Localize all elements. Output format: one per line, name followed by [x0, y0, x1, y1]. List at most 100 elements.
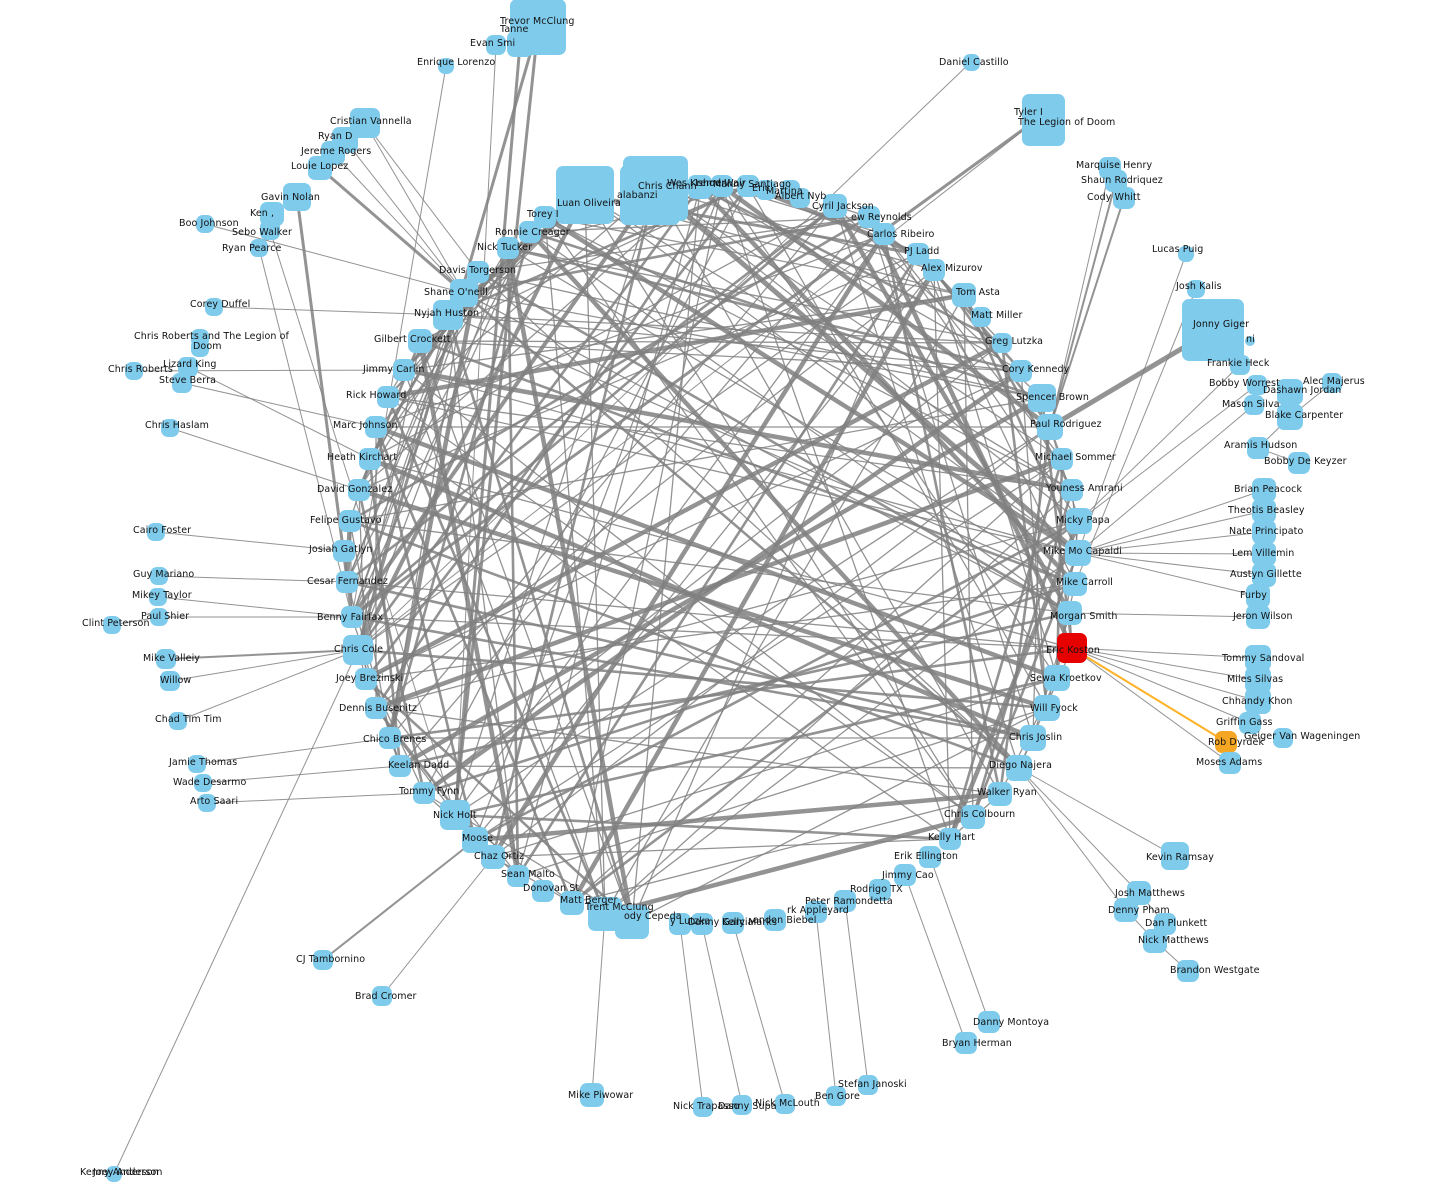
graph-node[interactable]: [1178, 246, 1194, 262]
graph-node[interactable]: [188, 755, 206, 773]
graph-node[interactable]: [711, 175, 733, 197]
graph-node[interactable]: [1239, 712, 1261, 734]
graph-node[interactable]: [359, 448, 381, 470]
graph-node[interactable]: [560, 891, 584, 915]
graph-node[interactable]: [1277, 379, 1303, 405]
graph-node[interactable]: [1044, 665, 1070, 691]
graph-node[interactable]: [737, 175, 759, 197]
graph-node[interactable]: [1114, 898, 1138, 922]
graph-node[interactable]: [1182, 299, 1244, 361]
graph-node[interactable]: [978, 1011, 1000, 1033]
graph-node[interactable]: [497, 237, 519, 259]
graph-node[interactable]: [1051, 448, 1073, 470]
graph-node[interactable]: [147, 523, 165, 541]
graph-node[interactable]: [161, 419, 179, 437]
graph-node[interactable]: [191, 339, 209, 357]
graph-node[interactable]: [519, 221, 541, 243]
graph-node[interactable]: [1058, 601, 1082, 625]
graph-node[interactable]: [834, 890, 856, 912]
graph-node[interactable]: [1230, 355, 1250, 375]
graph-node[interactable]: [125, 362, 143, 380]
graph-node[interactable]: [196, 215, 214, 233]
graph-node[interactable]: [336, 571, 358, 593]
graph-node[interactable]: [1252, 478, 1276, 502]
graph-node[interactable]: [532, 880, 554, 902]
graph-node[interactable]: [826, 1086, 846, 1106]
graph-node[interactable]: [805, 901, 827, 923]
graph-node[interactable]: [103, 616, 121, 634]
graph-node[interactable]: [178, 357, 198, 377]
graph-node[interactable]: [1161, 842, 1189, 870]
graph-node[interactable]: [992, 333, 1012, 353]
graph-node[interactable]: [1247, 437, 1269, 459]
graph-node[interactable]: [790, 188, 810, 208]
graph-node[interactable]: [365, 416, 387, 438]
graph-node[interactable]: [172, 373, 192, 393]
graph-node[interactable]: [775, 1094, 795, 1114]
graph-node[interactable]: [955, 1032, 977, 1054]
graph-node[interactable]: [907, 243, 929, 265]
graph-node[interactable]: [1246, 584, 1270, 608]
graph-node[interactable]: [486, 35, 506, 55]
graph-node[interactable]: [169, 712, 187, 730]
graph-node[interactable]: [534, 206, 556, 228]
graph-node[interactable]: [693, 1097, 713, 1117]
graph-node[interactable]: [1245, 336, 1255, 346]
graph-node[interactable]: [467, 261, 489, 283]
graph-node[interactable]: [1105, 170, 1127, 192]
graph-node[interactable]: [377, 386, 399, 408]
graph-node[interactable]: [194, 774, 212, 792]
graph-node[interactable]: [1066, 508, 1092, 534]
graph-node[interactable]: [1252, 542, 1276, 566]
graph-node[interactable]: [106, 1166, 122, 1182]
graph-node[interactable]: [198, 794, 216, 812]
graph-node[interactable]: [1187, 280, 1205, 298]
graph-node[interactable]: [308, 156, 332, 180]
graph-node[interactable]: [988, 782, 1012, 806]
graph-node[interactable]: [919, 846, 941, 868]
graph-node[interactable]: [1252, 563, 1276, 587]
graph-node[interactable]: [1063, 572, 1087, 596]
graph-node[interactable]: [580, 1083, 604, 1107]
graph-node[interactable]: [764, 909, 786, 931]
graph-node[interactable]: [858, 206, 880, 228]
graph-node[interactable]: [389, 755, 411, 777]
graph-node[interactable]: [1246, 605, 1270, 629]
graph-node[interactable]: [379, 727, 401, 749]
graph-node[interactable]: [1244, 395, 1264, 415]
graph-node[interactable]: [823, 194, 847, 218]
graph-node[interactable]: [869, 879, 891, 901]
graph-node[interactable]: [283, 183, 311, 211]
graph-node[interactable]: [156, 649, 176, 669]
graph-node[interactable]: [393, 359, 415, 381]
graph-node[interactable]: [150, 608, 168, 626]
graph-node[interactable]: [1037, 414, 1063, 440]
graph-node[interactable]: [1245, 688, 1271, 714]
graph-node[interactable]: [1028, 384, 1056, 412]
graph-node[interactable]: [1061, 479, 1083, 501]
graph-node[interactable]: [858, 1075, 878, 1095]
graph-node[interactable]: [150, 567, 168, 585]
graph-node[interactable]: [372, 986, 392, 1006]
graph-node[interactable]: [355, 668, 377, 690]
graph-node[interactable]: [923, 259, 945, 281]
graph-node[interactable]: [971, 307, 991, 327]
graph-node[interactable]: [1288, 452, 1310, 474]
graph-node[interactable]: [722, 912, 744, 934]
graph-node[interactable]: [1219, 752, 1241, 774]
graph-node[interactable]: [873, 223, 895, 245]
graph-node[interactable]: [343, 635, 373, 665]
graph-node[interactable]: [149, 588, 167, 606]
graph-node[interactable]: [894, 864, 916, 886]
graph-node[interactable]: [1322, 373, 1342, 393]
graph-node[interactable]: [1021, 102, 1065, 146]
graph-node[interactable]: [962, 53, 980, 71]
graph-node[interactable]: [556, 166, 614, 224]
graph-node[interactable]: [1010, 360, 1032, 382]
graph-node[interactable]: [1215, 731, 1237, 753]
graph-node[interactable]: [1252, 499, 1276, 523]
graph-node[interactable]: [1273, 728, 1293, 748]
graph-node[interactable]: [205, 298, 223, 316]
graph-node[interactable]: [620, 165, 680, 225]
graph-node[interactable]: [333, 540, 355, 562]
